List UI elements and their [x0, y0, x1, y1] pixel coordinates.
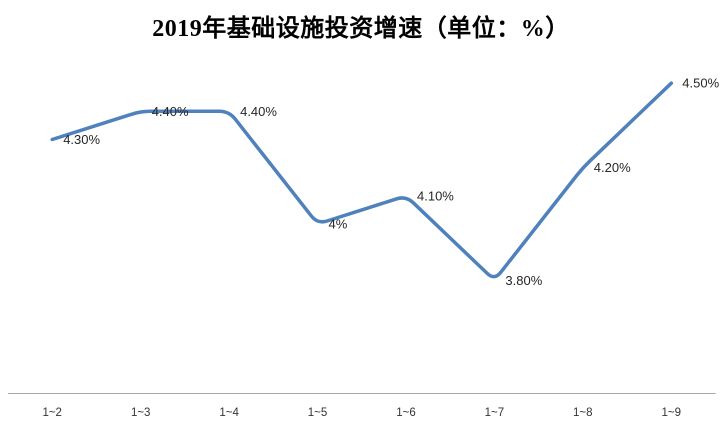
- x-axis-tick-label: 1~8: [573, 407, 593, 419]
- data-label: 4.40%: [240, 104, 277, 119]
- x-axis-tick-label: 1~5: [308, 407, 328, 419]
- data-labels-group: 4.30% 4.40% 4.40% 4% 4.10% 3.80% 4.20% 4.50%: [63, 76, 719, 288]
- x-axis-tick-label: 1~4: [219, 407, 239, 419]
- x-axis-tick-label: 1~7: [485, 407, 505, 419]
- data-label: 4.10%: [417, 188, 454, 203]
- series-line-group: [50, 81, 674, 279]
- series-line: [50, 81, 674, 279]
- data-label: 4.20%: [594, 160, 631, 175]
- x-axis-labels-group: 1~2 1~3 1~4 1~5 1~6 1~7 1~8 1~9: [42, 407, 681, 419]
- data-label: 4.30%: [63, 132, 100, 147]
- x-axis-tick-label: 1~6: [396, 407, 416, 419]
- x-axis-tick-label: 1~3: [131, 407, 151, 419]
- data-label: 4%: [329, 217, 348, 232]
- x-axis-tick-label: 1~2: [42, 407, 62, 419]
- chart-title: 2019年基础设施投资增速（单位：%）: [152, 16, 570, 42]
- x-axis-tick-label: 1~9: [662, 407, 682, 419]
- data-label: 4.50%: [682, 76, 719, 91]
- data-label: 4.40%: [152, 104, 189, 119]
- data-label: 3.80%: [505, 273, 542, 288]
